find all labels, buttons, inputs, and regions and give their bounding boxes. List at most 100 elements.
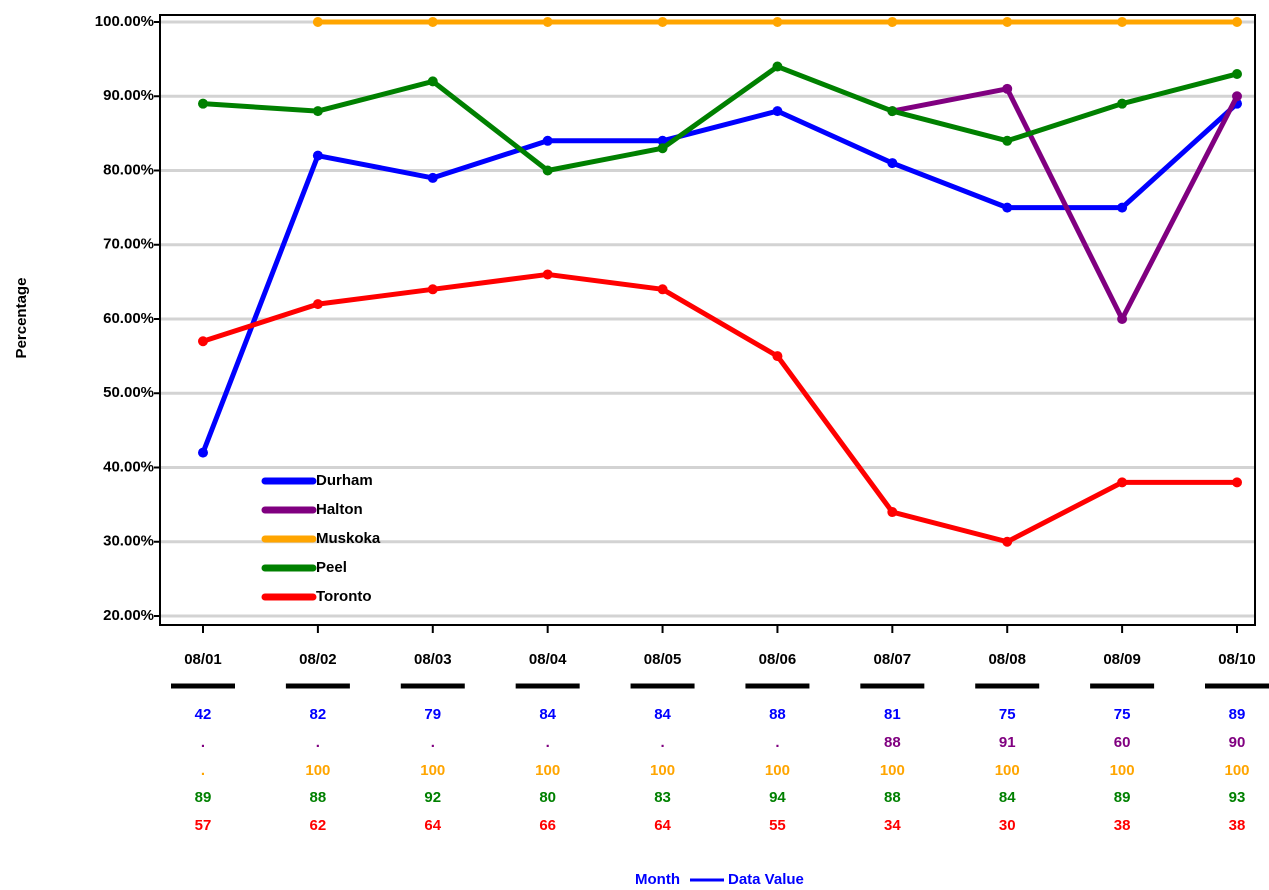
point bbox=[312, 106, 323, 117]
point bbox=[887, 158, 898, 169]
data-label: 88 bbox=[310, 789, 327, 806]
point bbox=[887, 17, 898, 27]
data-label: 84 bbox=[539, 706, 556, 723]
x-tick-label: 08/09 bbox=[1103, 651, 1141, 668]
data-label: 100 bbox=[650, 762, 675, 779]
point bbox=[1117, 477, 1128, 488]
point bbox=[427, 284, 438, 295]
data-label: 100 bbox=[1110, 762, 1135, 779]
point bbox=[1232, 17, 1242, 27]
legend-label: Peel bbox=[316, 559, 347, 576]
series-line bbox=[202, 64, 1238, 173]
data-label: 38 bbox=[1114, 817, 1131, 834]
y-tick-label: 90.00% bbox=[103, 87, 154, 104]
data-label: 34 bbox=[884, 817, 901, 834]
point bbox=[312, 17, 323, 27]
data-label: 64 bbox=[424, 817, 441, 834]
x-tick-label: 08/02 bbox=[299, 651, 337, 668]
data-label: . bbox=[546, 734, 550, 751]
point bbox=[1002, 202, 1013, 213]
point bbox=[1232, 91, 1242, 102]
data-label: 100 bbox=[880, 762, 905, 779]
data-label: 100 bbox=[420, 762, 445, 779]
y-tick-label: 100.00% bbox=[95, 13, 154, 30]
x-tick-label: 08/05 bbox=[644, 651, 682, 668]
data-label: 88 bbox=[884, 789, 901, 806]
data-label: 80 bbox=[539, 789, 556, 806]
data-label: 88 bbox=[884, 734, 901, 751]
data-label: 89 bbox=[1229, 706, 1246, 723]
point bbox=[657, 143, 668, 154]
plot-border bbox=[159, 14, 1256, 626]
data-label: 57 bbox=[195, 817, 212, 834]
point bbox=[887, 507, 898, 518]
x-tick-label: 08/07 bbox=[874, 651, 912, 668]
data-label: 100 bbox=[995, 762, 1020, 779]
data-label: 100 bbox=[305, 762, 330, 779]
legend-label: Durham bbox=[316, 472, 373, 489]
point bbox=[772, 17, 783, 27]
y-tick-label: 70.00% bbox=[103, 236, 154, 253]
data-label: 93 bbox=[1229, 789, 1246, 806]
data-label: 38 bbox=[1229, 817, 1246, 834]
point bbox=[542, 269, 553, 280]
point bbox=[542, 135, 553, 146]
point bbox=[657, 17, 668, 27]
data-label: 92 bbox=[424, 789, 441, 806]
data-label: . bbox=[431, 734, 435, 751]
x-tick-label: 08/03 bbox=[414, 651, 452, 668]
data-label: 62 bbox=[310, 817, 327, 834]
data-label: 100 bbox=[535, 762, 560, 779]
data-label: . bbox=[775, 734, 779, 751]
data-label: 81 bbox=[884, 706, 901, 723]
x-tick-label: 08/01 bbox=[184, 651, 222, 668]
point bbox=[312, 150, 323, 161]
legend-label: Halton bbox=[316, 501, 363, 518]
data-label: 89 bbox=[195, 789, 212, 806]
point bbox=[1232, 477, 1242, 488]
point bbox=[198, 447, 208, 458]
point bbox=[542, 165, 553, 176]
point bbox=[1232, 68, 1242, 79]
point bbox=[772, 106, 783, 117]
y-axis-label: Percentage bbox=[13, 278, 30, 359]
y-tick-label: 40.00% bbox=[103, 458, 154, 475]
y-tick-label: 20.00% bbox=[103, 607, 154, 624]
x-tick-label: 08/10 bbox=[1218, 651, 1256, 668]
data-label: 91 bbox=[999, 734, 1016, 751]
x-axis-label: Month bbox=[635, 871, 680, 888]
data-label: 82 bbox=[310, 706, 327, 723]
data-label: 83 bbox=[654, 789, 671, 806]
y-tick-label: 30.00% bbox=[103, 533, 154, 550]
data-label: 42 bbox=[195, 706, 212, 723]
y-tick-label: 60.00% bbox=[103, 310, 154, 327]
x-tick-label: 08/04 bbox=[529, 651, 567, 668]
point bbox=[542, 17, 553, 27]
y-tick-label: 80.00% bbox=[103, 161, 154, 178]
data-label: 89 bbox=[1114, 789, 1131, 806]
point bbox=[772, 61, 783, 72]
data-label: 55 bbox=[769, 817, 786, 834]
data-label: 84 bbox=[654, 706, 671, 723]
point bbox=[427, 172, 438, 183]
series-line bbox=[200, 101, 1239, 454]
point bbox=[427, 76, 438, 87]
point bbox=[1002, 83, 1013, 94]
data-label: . bbox=[201, 734, 205, 751]
point bbox=[887, 106, 898, 117]
point bbox=[1117, 314, 1128, 324]
data-label: . bbox=[660, 734, 664, 751]
data-label: 88 bbox=[769, 706, 786, 723]
series-line bbox=[891, 86, 1240, 322]
data-label: 100 bbox=[1224, 762, 1249, 779]
data-label: 75 bbox=[1114, 706, 1131, 723]
y-tick-label: 50.00% bbox=[103, 384, 154, 401]
point bbox=[198, 98, 208, 109]
data-label: . bbox=[201, 762, 205, 779]
point bbox=[312, 299, 323, 310]
point bbox=[657, 135, 668, 146]
data-label: 84 bbox=[999, 789, 1016, 806]
legend-label: Muskoka bbox=[316, 530, 381, 547]
point bbox=[198, 336, 208, 347]
